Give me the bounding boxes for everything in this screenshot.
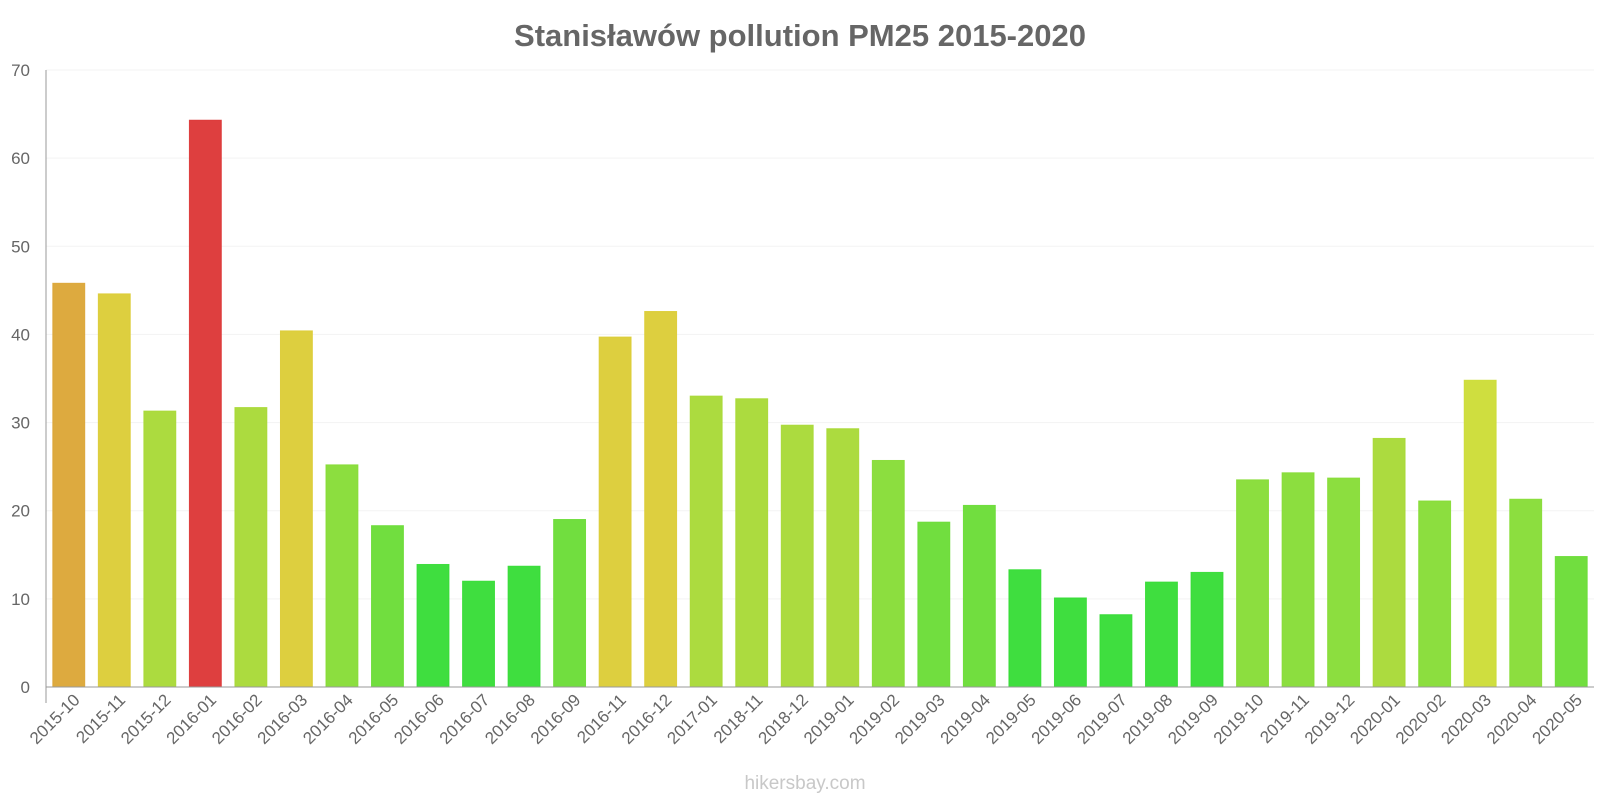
x-tick-label: 2016-01 (163, 690, 221, 748)
grid-lines (46, 69, 1594, 600)
bar-2019-05[interactable] (1008, 569, 1042, 688)
bar-2019-07[interactable] (1099, 614, 1133, 688)
y-tick-label: 40 (11, 325, 30, 344)
bar-2019-10[interactable] (1236, 479, 1269, 688)
x-tick-label: 2016-03 (254, 690, 312, 748)
bar-2018-11[interactable] (735, 398, 769, 688)
x-tick-label: 2019-10 (1210, 690, 1268, 748)
bar-2020-05[interactable] (1554, 556, 1588, 688)
bar-2020-01[interactable] (1372, 437, 1406, 688)
bar-2019-06[interactable] (1053, 597, 1087, 688)
x-tick-label: 2020-02 (1392, 690, 1450, 748)
bar-2016-04[interactable] (325, 464, 359, 688)
bar-2016-03[interactable] (279, 330, 313, 688)
x-tick-label: 2019-03 (891, 690, 949, 748)
bar-2016-11[interactable] (598, 336, 632, 688)
bar-2019-01[interactable] (826, 428, 860, 688)
bar-2016-09[interactable] (553, 519, 587, 688)
x-tick-label: 2019-05 (982, 690, 1040, 748)
bar-2015-12[interactable] (143, 410, 177, 688)
x-tick-label: 2019-02 (846, 690, 904, 748)
bar-2016-01[interactable] (188, 119, 222, 688)
x-tick-label: 2016-06 (390, 690, 448, 748)
y-tick-label: 70 (11, 61, 30, 80)
watermark-text: hikersbay.com (744, 773, 865, 794)
bar-2016-02[interactable] (234, 407, 268, 688)
x-tick-label: 2019-06 (1028, 690, 1086, 748)
x-tick-label: 2016-09 (527, 690, 585, 748)
bar-2020-04[interactable] (1509, 498, 1543, 688)
bar-2019-03[interactable] (917, 521, 951, 688)
y-tick-label: 50 (11, 237, 30, 256)
bar-2017-01[interactable] (689, 395, 723, 688)
bar-2019-02[interactable] (871, 459, 905, 688)
y-tick-label: 10 (11, 590, 30, 609)
bar-2016-06[interactable] (416, 563, 450, 688)
x-tick-label: 2016-05 (345, 690, 403, 748)
y-tick-labels: 0 10 20 30 40 50 60 70 (11, 61, 30, 697)
bar-2016-12[interactable] (644, 311, 678, 688)
x-tick-labels: 2015-102015-112015-122016-012016-022016-… (26, 690, 1586, 748)
bar-2016-08[interactable] (507, 565, 541, 688)
chart-title: Stanisławów pollution PM25 2015-2020 (514, 18, 1086, 53)
y-tick-label: 0 (21, 678, 30, 697)
x-tick-label: 2015-10 (26, 690, 84, 748)
x-tick-label: 2020-03 (1437, 690, 1495, 748)
axes (45, 70, 1594, 703)
x-tick-label: 2020-01 (1346, 690, 1404, 748)
x-tick-label: 2019-12 (1301, 690, 1359, 748)
x-tick-label: 2017-01 (663, 690, 721, 748)
y-tick-label: 60 (11, 149, 30, 168)
x-tick-label: 2015-12 (117, 690, 175, 748)
x-tick-label: 2020-05 (1529, 690, 1587, 748)
x-tick-label: 2016-07 (436, 690, 494, 748)
x-tick-label: 2019-04 (937, 690, 995, 748)
x-tick-label: 2019-09 (1164, 690, 1222, 748)
x-tick-label: 2016-02 (208, 690, 266, 748)
x-tick-label: 2019-07 (1073, 690, 1131, 748)
x-tick-label: 2019-01 (800, 690, 858, 748)
y-tick-label: 30 (11, 414, 30, 433)
bar-2019-12[interactable] (1327, 477, 1361, 688)
bar-2019-08[interactable] (1145, 581, 1178, 688)
bar-2019-11[interactable] (1281, 472, 1315, 688)
bar-2016-05[interactable] (371, 525, 404, 688)
bar-2015-10[interactable] (52, 282, 86, 688)
bar-2016-07[interactable] (462, 580, 495, 688)
bars (52, 119, 1588, 688)
bar-2020-03[interactable] (1463, 379, 1497, 688)
x-tick-label: 2020-04 (1483, 690, 1541, 748)
bar-2015-11[interactable] (97, 293, 131, 688)
y-tick-label: 20 (11, 502, 30, 521)
x-tick-label: 2016-04 (299, 690, 357, 748)
x-tick-label: 2019-08 (1119, 690, 1177, 748)
bar-2019-09[interactable] (1190, 571, 1224, 688)
bar-2018-12[interactable] (780, 424, 814, 688)
bar-2020-02[interactable] (1418, 500, 1452, 688)
x-tick-label: 2016-12 (618, 690, 676, 748)
x-tick-label: 2016-08 (481, 690, 539, 748)
bar-2019-04[interactable] (962, 504, 996, 688)
